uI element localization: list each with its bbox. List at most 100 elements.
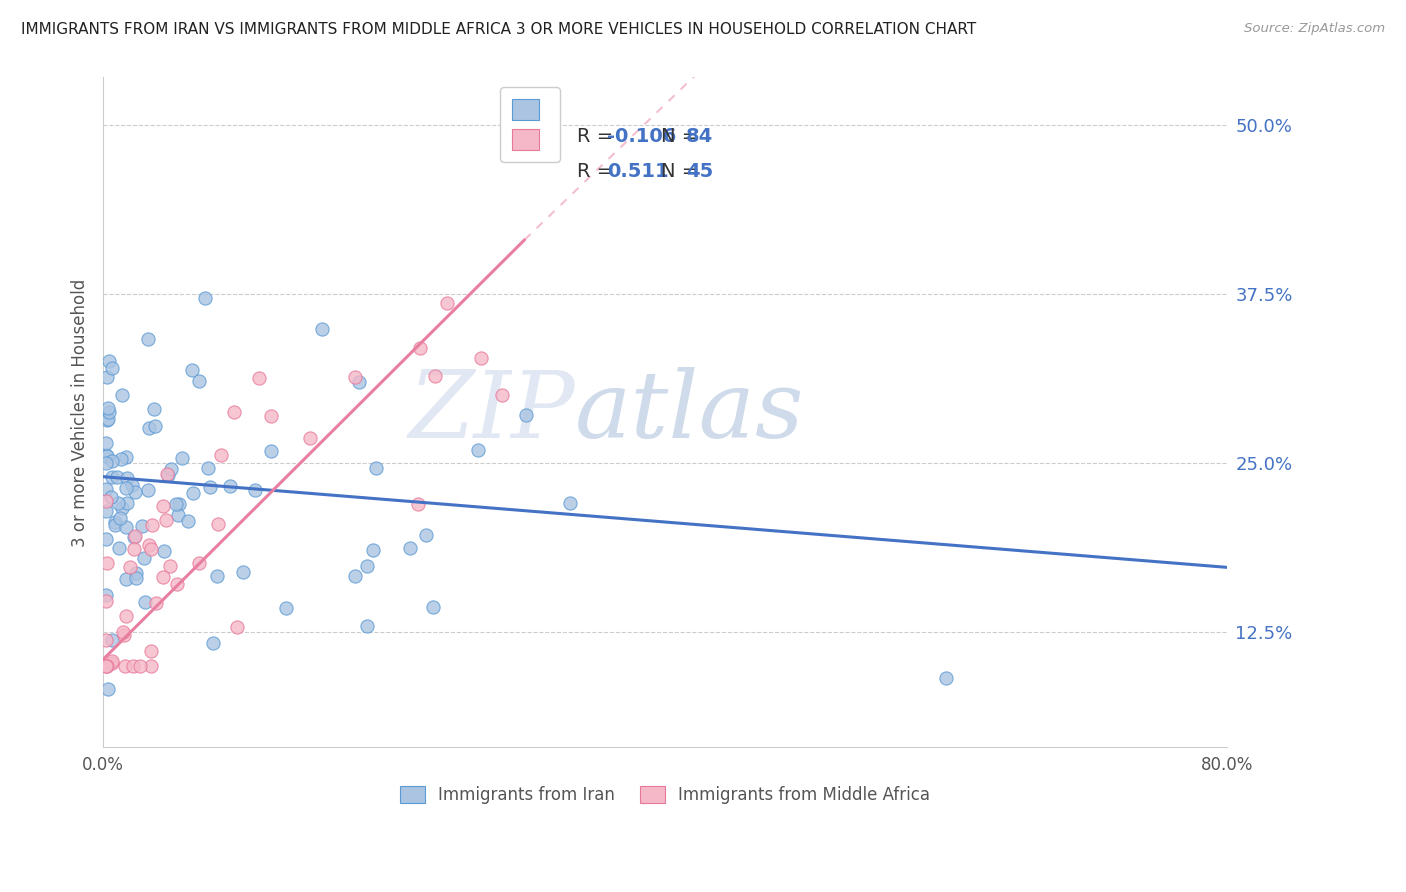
Point — [364, 461, 387, 475]
Point — [97, 412, 120, 426]
Point — [114, 520, 136, 534]
Text: IMMIGRANTS FROM IRAN VS IMMIGRANTS FROM MIDDLE AFRICA 3 OR MORE VEHICLES IN HOUS: IMMIGRANTS FROM IRAN VS IMMIGRANTS FROM … — [21, 22, 976, 37]
Point — [155, 513, 177, 527]
Text: Source: ZipAtlas.com: Source: ZipAtlas.com — [1244, 22, 1385, 36]
Point — [409, 341, 432, 355]
Point — [260, 443, 283, 458]
Point — [96, 659, 118, 673]
Point — [152, 499, 174, 513]
Point — [115, 495, 138, 509]
Point — [141, 541, 163, 556]
Legend: Immigrants from Iran, Immigrants from Middle Africa: Immigrants from Iran, Immigrants from Mi… — [391, 778, 939, 813]
Point — [111, 388, 134, 402]
Text: N =: N = — [661, 127, 699, 145]
Point — [101, 470, 124, 484]
Point — [311, 322, 333, 336]
Point — [131, 519, 153, 533]
Point — [153, 544, 176, 558]
Point — [129, 659, 152, 673]
Point — [115, 572, 138, 586]
Point — [110, 452, 132, 467]
Point — [299, 430, 322, 444]
Point — [94, 594, 117, 608]
Point — [96, 449, 118, 463]
Point — [143, 401, 166, 416]
Text: -0.106: -0.106 — [607, 127, 676, 145]
Point — [94, 483, 117, 497]
Point — [935, 671, 957, 685]
Point — [172, 451, 194, 466]
Point — [201, 636, 224, 650]
Y-axis label: 3 or more Vehicles in Household: 3 or more Vehicles in Household — [72, 278, 89, 547]
Point — [436, 295, 458, 310]
Point — [104, 518, 127, 533]
Point — [107, 470, 129, 484]
Point — [274, 601, 297, 615]
Point — [96, 588, 118, 602]
Text: 84: 84 — [686, 127, 713, 145]
Point — [187, 374, 209, 388]
Point — [343, 370, 366, 384]
Point — [124, 529, 146, 543]
Point — [96, 370, 118, 384]
Point — [232, 566, 254, 580]
Point — [107, 496, 129, 510]
Point — [101, 656, 124, 670]
Point — [134, 595, 156, 609]
Point — [122, 542, 145, 557]
Point — [515, 408, 537, 422]
Point — [114, 659, 136, 673]
Point — [198, 480, 221, 494]
Point — [94, 633, 117, 648]
Point — [188, 556, 211, 570]
Point — [152, 570, 174, 584]
Point — [159, 559, 181, 574]
Point — [121, 478, 143, 492]
Point — [138, 421, 160, 435]
Point — [111, 501, 134, 516]
Point — [183, 485, 205, 500]
Point — [247, 370, 270, 384]
Point — [398, 541, 420, 555]
Point — [356, 619, 378, 633]
Point — [94, 659, 117, 673]
Text: 45: 45 — [686, 162, 713, 181]
Point — [94, 532, 117, 546]
Point — [139, 644, 162, 658]
Point — [160, 461, 183, 475]
Point — [361, 542, 384, 557]
Point — [139, 659, 162, 673]
Point — [94, 436, 117, 450]
Point — [97, 405, 120, 419]
Point — [122, 659, 145, 673]
Point — [111, 624, 134, 639]
Point — [558, 496, 581, 510]
Text: R =: R = — [576, 162, 613, 181]
Point — [167, 508, 190, 523]
Point — [209, 448, 232, 462]
Point — [132, 551, 155, 566]
Text: 0.511: 0.511 — [607, 162, 669, 181]
Point — [167, 497, 190, 511]
Point — [120, 560, 142, 574]
Point — [96, 413, 118, 427]
Point — [141, 518, 163, 533]
Point — [226, 620, 249, 634]
Point — [467, 442, 489, 457]
Point — [115, 609, 138, 624]
Point — [97, 401, 120, 415]
Point — [219, 479, 242, 493]
Point — [157, 468, 180, 483]
Point — [470, 351, 492, 366]
Point — [194, 291, 217, 305]
Point — [115, 471, 138, 485]
Point — [94, 494, 117, 508]
Text: N =: N = — [661, 162, 699, 181]
Text: atlas: atlas — [575, 368, 804, 458]
Point — [110, 511, 132, 525]
Point — [97, 682, 120, 697]
Point — [98, 354, 121, 368]
Point — [136, 332, 159, 346]
Point — [156, 467, 179, 481]
Point — [94, 659, 117, 673]
